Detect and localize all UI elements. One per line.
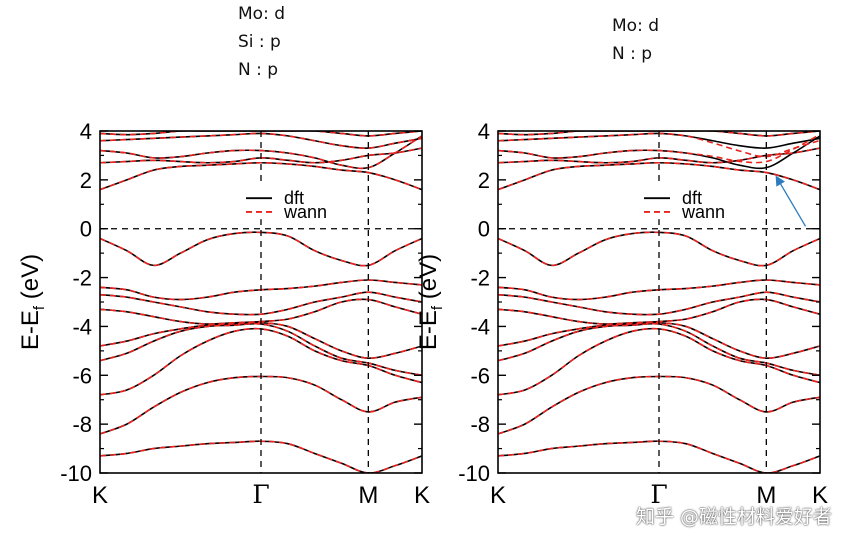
annotation-arrow bbox=[775, 175, 807, 227]
ytick-label: -6 bbox=[72, 363, 92, 388]
kpoint-label: Γ bbox=[650, 480, 667, 509]
note-line: Mo: d bbox=[612, 16, 659, 36]
wann-band-line bbox=[100, 131, 422, 137]
ytick-label: 2 bbox=[80, 168, 92, 193]
y-axis-label: E-Ef (eV) bbox=[17, 254, 48, 350]
wann-band-line bbox=[100, 291, 422, 316]
wann-band-line bbox=[498, 131, 820, 137]
wann-band-line bbox=[498, 291, 820, 316]
note-line: N : p bbox=[612, 44, 653, 64]
ytick-label: -10 bbox=[60, 461, 92, 486]
orbital-note-right: Mo: d N : p bbox=[612, 12, 659, 68]
ylabel-unit: (eV) bbox=[17, 254, 44, 306]
ytick-label: -10 bbox=[458, 461, 490, 486]
ylabel-sub: f bbox=[429, 305, 446, 310]
ylabel-main: E-E bbox=[415, 310, 442, 350]
wann-band-line bbox=[498, 161, 820, 191]
ytick-label: -6 bbox=[470, 363, 490, 388]
wann-band-line bbox=[100, 231, 422, 267]
dft-band-line bbox=[100, 440, 422, 473]
wann-band-line bbox=[100, 161, 422, 191]
ylabel-main: E-E bbox=[17, 310, 44, 350]
y-axis-label: E-Ef (eV) bbox=[415, 254, 446, 350]
dft-band-line bbox=[498, 231, 820, 267]
ytick-label: -8 bbox=[72, 412, 92, 437]
ytick-label: 2 bbox=[478, 168, 490, 193]
note-line: N : p bbox=[238, 60, 279, 80]
ytick-label: -2 bbox=[470, 266, 490, 291]
ylabel-sub: f bbox=[31, 305, 48, 310]
dft-band-line bbox=[498, 440, 820, 473]
note-line: Si : p bbox=[238, 32, 281, 52]
watermark: 知乎 @磁性材料爱好者 bbox=[636, 506, 833, 528]
legend-dft-label: dft bbox=[284, 188, 304, 208]
ytick-label: 4 bbox=[80, 119, 92, 144]
legend-wann-label: wann bbox=[681, 202, 725, 222]
ytick-label: 0 bbox=[80, 217, 92, 242]
kpoint-label: M bbox=[358, 482, 378, 509]
dft-band-line bbox=[100, 231, 422, 267]
kpoint-label: K bbox=[414, 482, 430, 509]
legend-background bbox=[240, 185, 340, 220]
wann-band-line bbox=[498, 440, 820, 473]
note-line: Mo: d bbox=[238, 4, 285, 24]
legend-background bbox=[638, 185, 738, 220]
legend-dft-label: dft bbox=[682, 188, 702, 208]
ytick-label: 4 bbox=[478, 119, 490, 144]
kpoint-label: K bbox=[490, 482, 506, 509]
ylabel-unit: (eV) bbox=[415, 254, 442, 306]
ytick-label: -2 bbox=[72, 266, 92, 291]
wann-band-line bbox=[498, 231, 820, 267]
legend-wann-label: wann bbox=[283, 202, 327, 222]
kpoint-label: M bbox=[756, 482, 776, 509]
ytick-label: -4 bbox=[470, 314, 490, 339]
orbital-note-left: Mo: d Si : p N : p bbox=[238, 0, 285, 84]
kpoint-label: K bbox=[92, 482, 108, 509]
wann-band-line bbox=[100, 440, 422, 473]
wann-band-line bbox=[498, 133, 820, 164]
ytick-label: 0 bbox=[478, 217, 490, 242]
ytick-label: -4 bbox=[72, 314, 92, 339]
kpoint-label: Γ bbox=[252, 480, 269, 509]
kpoint-label: K bbox=[812, 482, 828, 509]
ytick-label: -8 bbox=[470, 412, 490, 437]
